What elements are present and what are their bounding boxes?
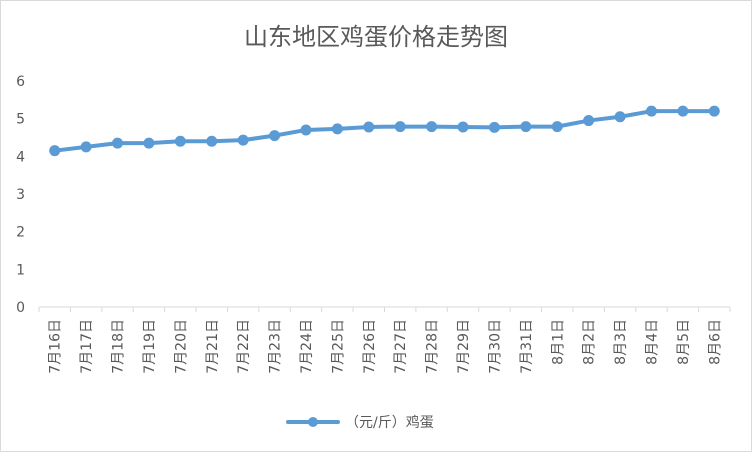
x-tick-label: 7月18日: [111, 319, 127, 374]
legend-marker: [308, 417, 318, 427]
y-tick-label: 5: [16, 112, 25, 128]
y-axis: 0 1 2 3 4 5 6: [16, 74, 25, 316]
x-tick-label: 7月24日: [299, 319, 315, 374]
data-point: [112, 137, 124, 149]
x-tick-label: 7月17日: [79, 319, 95, 374]
data-point: [394, 121, 406, 133]
data-point: [331, 123, 343, 135]
data-point: [457, 121, 469, 133]
data-point: [488, 121, 500, 133]
data-point: [237, 134, 249, 146]
data-point: [80, 141, 92, 153]
data-point: [551, 121, 563, 133]
x-tick-label: 8月1日: [550, 319, 566, 365]
x-tick-label: 8月4日: [644, 319, 660, 365]
y-tick-label: 6: [16, 74, 25, 90]
data-point: [49, 145, 61, 157]
data-point: [269, 130, 281, 142]
y-tick-label: 0: [16, 300, 25, 316]
x-tick-label: 7月21日: [205, 319, 221, 374]
data-point: [645, 105, 657, 117]
legend-label: （元/斤）鸡蛋: [345, 414, 434, 431]
x-tick-label: 8月3日: [613, 319, 629, 365]
x-tick-label: 7月19日: [142, 319, 158, 374]
x-tick-label: 7月25日: [330, 319, 346, 374]
x-tick-label: 7月30日: [487, 319, 503, 374]
legend[interactable]: （元/斤）鸡蛋: [286, 414, 434, 431]
x-tick-label: 7月31日: [519, 319, 535, 374]
data-point: [614, 111, 626, 123]
x-tick-label: 7月20日: [173, 319, 189, 374]
x-tick-label: 8月6日: [707, 319, 723, 365]
x-tick-label: 7月16日: [48, 319, 64, 374]
x-axis: 7月16日 7月17日 7月18日 7月19日 7月20日 7月21日 7月22日 7月23日…: [38, 306, 731, 374]
chart-title: 山东地区鸡蛋价格走势图: [244, 23, 508, 51]
data-point: [520, 121, 532, 133]
y-tick-label: 1: [16, 262, 25, 278]
x-tick-label: 7月22日: [236, 319, 252, 374]
data-point: [206, 135, 218, 147]
series-layer: [49, 105, 720, 157]
data-point: [143, 137, 155, 149]
data-point: [583, 115, 595, 127]
y-tick-label: 2: [16, 225, 25, 241]
x-tick-label: 8月5日: [676, 319, 692, 365]
y-tick-label: 3: [16, 187, 25, 203]
x-tick-label: 7月27日: [393, 319, 409, 374]
series-line: [52, 109, 717, 153]
data-point: [677, 105, 689, 117]
x-tick-label: 7月29日: [456, 319, 472, 374]
data-point: [174, 135, 186, 147]
data-point: [708, 105, 720, 117]
data-point: [426, 121, 438, 133]
x-tick-label: 7月23日: [268, 319, 284, 374]
data-point: [363, 121, 375, 133]
y-tick-label: 4: [16, 149, 25, 165]
x-tick-label: 7月28日: [425, 319, 441, 374]
x-tick-label: 7月26日: [362, 319, 378, 374]
data-point: [300, 124, 312, 136]
x-tick-label: 8月2日: [582, 319, 598, 365]
